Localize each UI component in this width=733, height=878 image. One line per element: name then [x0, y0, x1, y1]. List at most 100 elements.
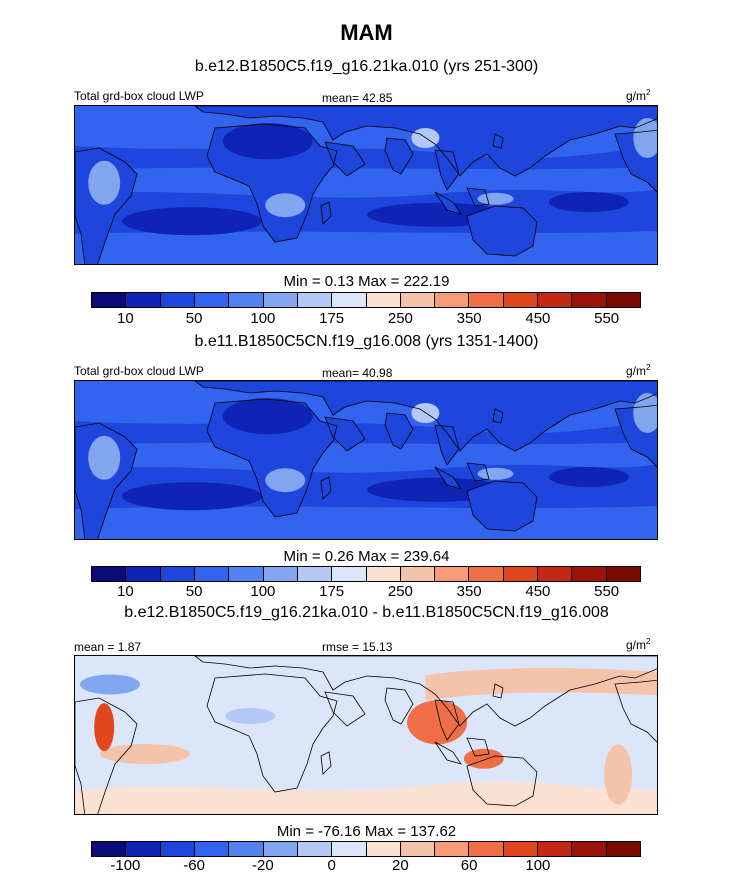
colorbar-swatch — [126, 842, 161, 856]
colorbar-tick-label: 10 — [117, 310, 134, 327]
contour-patch — [407, 700, 468, 745]
colorbar-swatch — [297, 567, 333, 581]
colorbar-swatch — [297, 842, 333, 856]
colorbar-swatch — [503, 567, 539, 581]
panel1-case-title: b.e12.B1850C5.f19_g16.21ka.010 (yrs 251-… — [194, 58, 539, 75]
colorbar-swatch — [538, 567, 573, 581]
contour-patch — [265, 468, 306, 493]
coastline — [324, 141, 366, 177]
coastline — [320, 201, 332, 225]
contour-patch — [477, 467, 514, 480]
colorbar-tick-label: 100 — [250, 583, 276, 600]
contour-patch — [548, 467, 629, 487]
contour-patch — [225, 708, 276, 725]
panel3-mean-label: mean = 1.87 — [74, 640, 142, 654]
contour-patch — [265, 193, 306, 218]
contour-patch — [633, 118, 657, 158]
contour-patch — [604, 744, 633, 805]
coastline — [194, 381, 657, 452]
colorbar-swatch — [92, 567, 127, 581]
panel3-map — [74, 655, 658, 815]
land-fill — [435, 425, 459, 465]
desert-patch — [222, 398, 313, 435]
colorbar-tick-label: 450 — [525, 583, 551, 600]
colorbar-swatch — [572, 293, 607, 307]
colorbar-tick-label: 100 — [525, 857, 551, 874]
coastline — [466, 737, 490, 757]
coastline — [466, 205, 538, 257]
panel3-case-title: b.e12.B1850C5.f19_g16.21ka.010 - b.e11.B… — [124, 604, 609, 621]
colorbar-swatch — [469, 842, 504, 856]
figure-title: MAM — [340, 20, 393, 45]
colorbar-swatch — [263, 842, 298, 856]
contour-patch — [80, 674, 141, 695]
colorbar-swatch — [332, 293, 367, 307]
panel1-map — [74, 105, 658, 265]
colorbar-swatch — [332, 567, 367, 581]
colorbar-swatch — [435, 842, 470, 856]
panel2-mean-label: mean= 40.98 — [322, 366, 393, 380]
coastline — [466, 462, 490, 482]
coastline — [206, 398, 338, 518]
colorbar-swatch — [126, 567, 161, 581]
colorbar-tick-label: -60 — [183, 857, 205, 874]
coastline — [384, 687, 414, 725]
colorbar-swatch — [229, 567, 264, 581]
colorbar-tick-label: 10 — [117, 583, 134, 600]
contour-patch — [121, 207, 262, 236]
panel2-minmax: Min = 0.26 Max = 239.64 — [283, 548, 450, 565]
colorbar-swatch — [606, 293, 640, 307]
coastline — [75, 422, 138, 539]
land-fill — [435, 467, 461, 489]
panel2-colorbar — [91, 566, 641, 582]
colorbar-swatch — [297, 293, 333, 307]
coastline — [434, 149, 460, 191]
colorbar-tick-label: 350 — [456, 583, 482, 600]
colorbar-swatch — [366, 567, 401, 581]
colorbar-swatch — [194, 567, 230, 581]
colorbar-tick-label: -100 — [110, 857, 141, 874]
colorbar-tick-label: 175 — [319, 310, 345, 327]
coastline — [434, 191, 462, 215]
colorbar-swatch — [435, 567, 470, 581]
colorbar-tick-label: 0 — [327, 857, 336, 874]
colorbar-tick-label: 60 — [460, 857, 478, 874]
coastline — [492, 133, 504, 149]
coastline — [614, 679, 657, 743]
panel2-colorbar-ticks: 10 50 100 175 250 350 450 550 — [91, 583, 641, 601]
colorbar-swatch — [92, 842, 127, 856]
colorbar-swatch — [126, 293, 161, 307]
colorbar-swatch — [263, 567, 298, 581]
coastline — [614, 404, 657, 468]
colorbar-swatch — [400, 567, 436, 581]
coastline — [194, 656, 657, 727]
panel1-colorbar-ticks: 10 50 100 175 250 350 450 550 — [91, 310, 641, 328]
coastline — [466, 187, 490, 207]
colorbar-swatch — [92, 293, 127, 307]
coastline — [206, 123, 338, 243]
colorbar-swatch — [400, 293, 436, 307]
land-fill — [467, 206, 537, 256]
colorbar-tick-label: 175 — [319, 583, 345, 600]
colorbar-swatch — [606, 567, 640, 581]
panel3-units: g/m2 — [626, 637, 651, 652]
land-fill — [493, 409, 503, 423]
colorbar-swatch — [160, 567, 195, 581]
colorbar-swatch — [606, 842, 640, 856]
contour-patch — [477, 192, 514, 205]
colorbar-tick-label: 350 — [456, 310, 482, 327]
panel1-mean-label: mean= 42.85 — [322, 91, 393, 105]
contour-patch — [94, 703, 115, 752]
land-fill — [435, 150, 459, 190]
contour-band — [425, 668, 657, 701]
coastline — [492, 683, 504, 699]
land-fill — [435, 192, 461, 214]
colorbar-swatch — [400, 842, 436, 856]
coastline — [194, 106, 657, 177]
coastline — [466, 755, 538, 807]
contour-patch — [463, 748, 504, 769]
colorbar-tick-label: -20 — [252, 857, 274, 874]
panel1-colorbar — [91, 292, 641, 308]
contour-patch — [548, 192, 629, 212]
colorbar-swatch — [366, 842, 401, 856]
